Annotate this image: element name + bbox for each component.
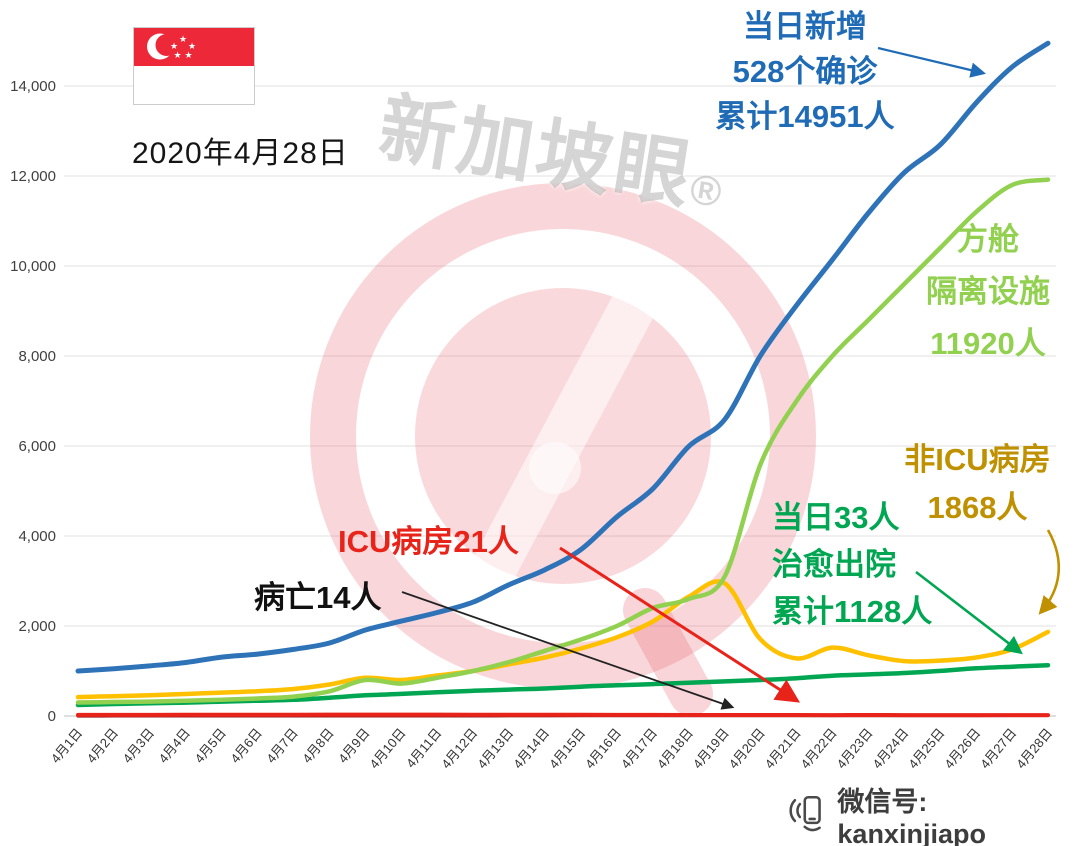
arrow-non-icu (1038, 529, 1061, 615)
x-tick-label: 4月5日 (191, 725, 229, 766)
flag-stars-icon: ★ ★ ★ ★ ★ (170, 35, 196, 61)
x-tick-label: 4月21日 (762, 725, 804, 771)
x-tick-label: 4月1日 (48, 725, 86, 766)
x-tick-label: 4月4日 (156, 725, 194, 766)
x-tick-label: 4月23日 (834, 725, 876, 771)
x-tick-label: 4月24日 (869, 725, 911, 771)
annotation-confirmed-cases: 当日新增 528个确诊 累计14951人 (715, 9, 895, 134)
x-tick-label: 4月18日 (654, 725, 696, 771)
svg-text:★: ★ (184, 51, 192, 61)
annotation-non-icu-ward: 非ICU病房 1868人 (904, 442, 1051, 525)
x-tick-label: 4月20日 (726, 725, 768, 771)
annotation-isolation-facility: 方舱 隔离设施 11920人 (926, 222, 1050, 361)
logo-dot (529, 442, 581, 494)
annotation-icu-ward: ICU病房21人 (338, 524, 519, 559)
x-tick-label: 4月6日 (227, 725, 265, 766)
x-tick-label: 4月28日 (1013, 725, 1055, 771)
annotation-deaths: 病亡14人 (254, 580, 382, 615)
x-tick-label: 4月22日 (798, 725, 840, 771)
annotation-discharged: 当日33人 治愈出院 累计1128人 (772, 500, 933, 629)
y-tick-label: 8,000 (18, 348, 56, 365)
x-tick-label: 4月2日 (84, 725, 122, 766)
x-tick-label: 4月27日 (977, 725, 1019, 771)
x-tick-label: 4月15日 (546, 725, 588, 771)
x-tick-label: 4月7日 (263, 725, 301, 766)
y-tick-label: 0 (48, 708, 56, 725)
brand-logo-watermark (310, 183, 816, 716)
x-tick-label: 4月11日 (403, 725, 445, 770)
y-tick-label: 6,000 (18, 438, 56, 455)
x-tick-label: 4月26日 (941, 725, 983, 771)
y-tick-label: 2,000 (18, 618, 56, 635)
x-tick-label: 4月19日 (690, 725, 732, 771)
x-tick-label: 4月13日 (474, 725, 516, 771)
svg-text:★: ★ (173, 51, 181, 61)
x-tick-label: 4月3日 (120, 725, 158, 766)
date-label: 2020年4月28日 (132, 137, 349, 170)
x-tick-label: 4月25日 (905, 725, 947, 771)
singapore-flag: ★ ★ ★ ★ ★ (133, 27, 255, 105)
wechat-id-text: 微信号: kanxinjiapo (837, 787, 986, 846)
y-tick-label: 12,000 (10, 168, 56, 185)
x-tick-label: 4月14日 (510, 725, 552, 771)
x-tick-label: 4月10日 (366, 725, 408, 771)
wechat-account: 微信号: kanxinjiapo (788, 780, 1080, 846)
wechat-icon (789, 795, 821, 832)
x-tick-label: 4月17日 (618, 725, 660, 771)
svg-text:★: ★ (188, 42, 196, 52)
y-tick-label: 10,000 (10, 258, 56, 275)
x-tick-label: 4月12日 (438, 725, 480, 771)
x-tick-label: 4月8日 (299, 725, 337, 766)
x-tick-label: 4月16日 (582, 725, 624, 771)
y-tick-label: 14,000 (10, 78, 56, 95)
x-tick-label: 4月9日 (335, 725, 373, 766)
svg-text:★: ★ (179, 35, 187, 45)
registered-mark-icon: ® (686, 164, 728, 217)
y-tick-label: 4,000 (18, 528, 56, 545)
svg-text:★: ★ (170, 42, 178, 52)
